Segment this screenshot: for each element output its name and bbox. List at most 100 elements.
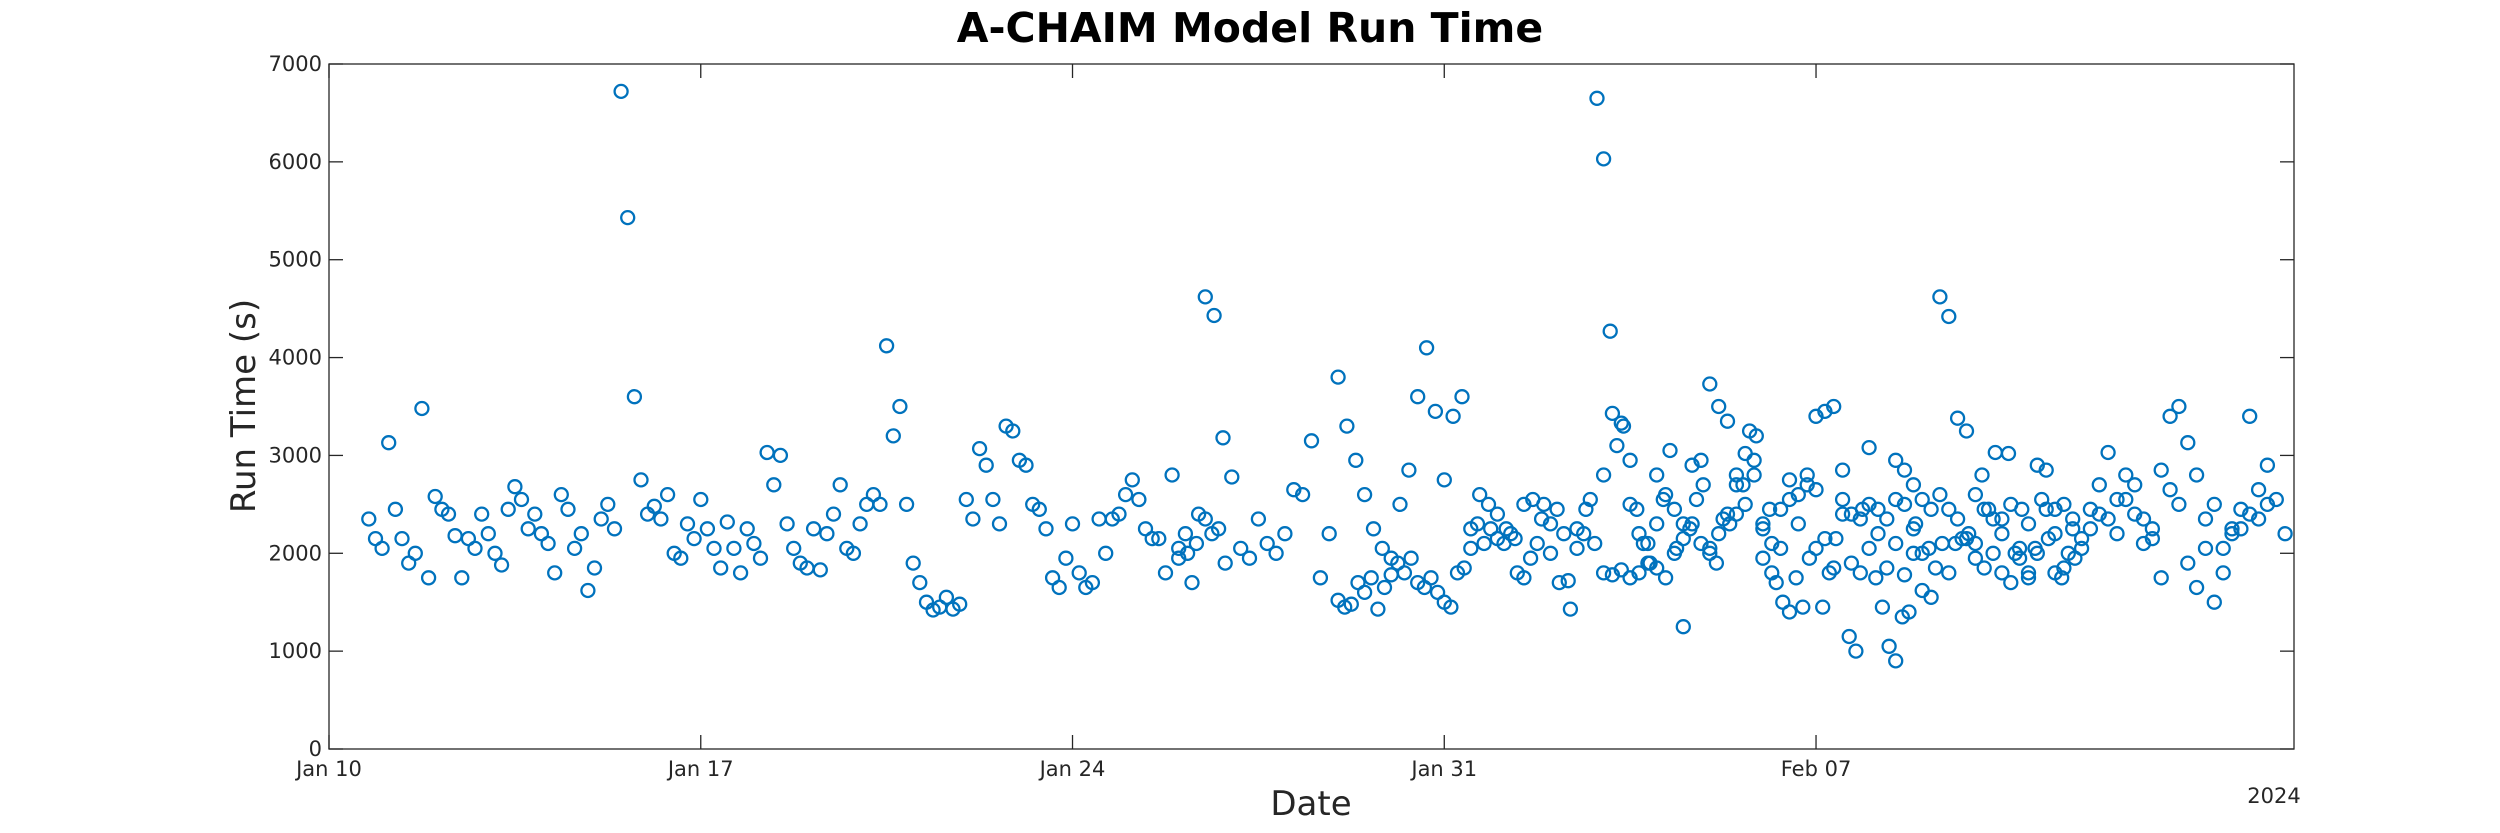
- data-point: [1595, 467, 1612, 483]
- x-tick-label: Feb 07: [1781, 757, 1852, 781]
- data-point: [752, 550, 769, 566]
- data-point: [739, 521, 755, 537]
- data-point: [1507, 530, 1523, 547]
- data-point: [1764, 535, 1780, 552]
- data-point: [1370, 601, 1386, 617]
- data-point: [1303, 433, 1320, 449]
- data-point: [1781, 604, 1798, 620]
- data-point: [1879, 511, 1895, 527]
- data-point: [1084, 574, 1101, 591]
- x-tick-label: Jan 31: [1409, 757, 1477, 781]
- data-point: [1602, 323, 1618, 339]
- data-point: [2233, 501, 2249, 517]
- data-point: [978, 457, 994, 473]
- data-point: [1356, 486, 1373, 503]
- x-axis: Jan 10 Jan 17 Jan 24 Jan 31 Feb 07: [294, 64, 1851, 781]
- data-point: [2091, 477, 2107, 493]
- data-point: [1834, 506, 1851, 522]
- data-point: [1761, 501, 1778, 517]
- data-point: [2007, 545, 2023, 561]
- data-point: [387, 501, 404, 517]
- data-point: [1454, 389, 1470, 405]
- data-point: [1472, 486, 1488, 503]
- data-point: [1098, 545, 1114, 561]
- data-point: [1503, 526, 1519, 542]
- data-point: [1423, 570, 1439, 586]
- data-point: [1640, 535, 1656, 552]
- year-label: 2024: [2247, 784, 2300, 808]
- data-point: [2003, 496, 2019, 513]
- data-point: [2188, 579, 2205, 596]
- data-point: [626, 389, 643, 405]
- data-point: [1746, 452, 1762, 468]
- data-point: [991, 516, 1008, 532]
- data-point: [1443, 599, 1459, 615]
- data-point: [1994, 565, 2010, 581]
- data-point: [659, 486, 676, 503]
- data-point: [679, 516, 696, 532]
- data-point: [2242, 506, 2258, 522]
- data-point: [593, 511, 609, 527]
- data-point: [1206, 307, 1222, 324]
- data-point: [414, 400, 430, 417]
- data-point: [759, 444, 775, 461]
- data-point: [1356, 584, 1373, 601]
- data-point: [580, 582, 596, 599]
- data-point: [2277, 526, 2293, 542]
- data-point: [2188, 467, 2205, 483]
- data-point: [560, 501, 576, 517]
- data-point: [2011, 550, 2028, 566]
- data-point: [1914, 491, 1930, 508]
- data-point: [1711, 526, 1727, 542]
- data-point: [812, 562, 828, 578]
- data-point: [547, 565, 563, 581]
- data-point: [1675, 530, 1691, 547]
- data-point: [772, 447, 789, 464]
- data-point: [1157, 565, 1174, 581]
- data-point: [1888, 452, 1904, 468]
- data-point: [1569, 540, 1585, 557]
- data-point: [2127, 477, 2143, 493]
- data-point: [2011, 540, 2028, 557]
- data-point: [706, 540, 722, 557]
- data-point: [1131, 491, 1147, 508]
- data-point: [2056, 560, 2072, 576]
- data-point: [2215, 540, 2231, 557]
- data-point: [1051, 579, 1067, 596]
- data-point: [1631, 526, 1647, 542]
- data-point: [1719, 506, 1736, 522]
- data-point: [1498, 521, 1514, 537]
- data-point: [2056, 496, 2072, 513]
- data-point: [1595, 151, 1612, 167]
- data-point: [1489, 506, 1506, 522]
- data-point: [2118, 491, 2134, 508]
- data-point: [1790, 516, 1806, 532]
- data-point: [1376, 579, 1393, 596]
- data-point: [1294, 486, 1311, 503]
- data-point: [1476, 535, 1492, 552]
- data-point: [1445, 408, 1461, 424]
- data-point: [2233, 521, 2249, 537]
- data-point: [407, 545, 423, 561]
- data-point: [1746, 467, 1762, 483]
- data-point: [845, 545, 862, 561]
- data-point: [1392, 496, 1408, 513]
- data-point: [613, 83, 629, 100]
- data-point: [2109, 526, 2125, 542]
- data-point: [1463, 540, 1479, 557]
- data-point: [1737, 445, 1753, 462]
- data-point: [1967, 550, 1984, 566]
- data-point: [1233, 540, 1249, 557]
- data-point: [1562, 601, 1579, 617]
- data-point: [1788, 570, 1804, 586]
- data-point: [952, 596, 968, 612]
- data-point: [1994, 511, 2010, 527]
- data-point: [1958, 530, 1975, 547]
- data-point: [1934, 535, 1950, 552]
- data-point: [606, 521, 623, 537]
- data-point: [1587, 535, 1603, 552]
- data-point: [673, 550, 689, 566]
- data-point: [1941, 501, 1957, 517]
- data-point: [699, 521, 716, 537]
- data-point: [1828, 530, 1844, 547]
